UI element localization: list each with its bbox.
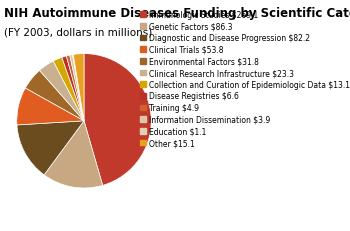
Wedge shape (72, 55, 84, 121)
Wedge shape (17, 121, 84, 175)
Text: NIH Autoimmune Diseases Funding by Scientific Category: NIH Autoimmune Diseases Funding by Scien… (4, 7, 350, 20)
Wedge shape (62, 57, 84, 121)
Legend: Immunologic Studies $269.1, Genetic Factors $86.3, Diagnostic and Disease Progre: Immunologic Studies $269.1, Genetic Fact… (140, 11, 350, 148)
Wedge shape (70, 55, 84, 121)
Wedge shape (53, 58, 84, 121)
Wedge shape (17, 89, 84, 125)
Wedge shape (84, 54, 151, 185)
Wedge shape (44, 121, 103, 188)
Wedge shape (66, 56, 84, 121)
Text: (FY 2003, dollars in millions): (FY 2003, dollars in millions) (4, 28, 152, 38)
Wedge shape (40, 62, 84, 121)
Wedge shape (25, 71, 84, 121)
Wedge shape (73, 54, 84, 121)
